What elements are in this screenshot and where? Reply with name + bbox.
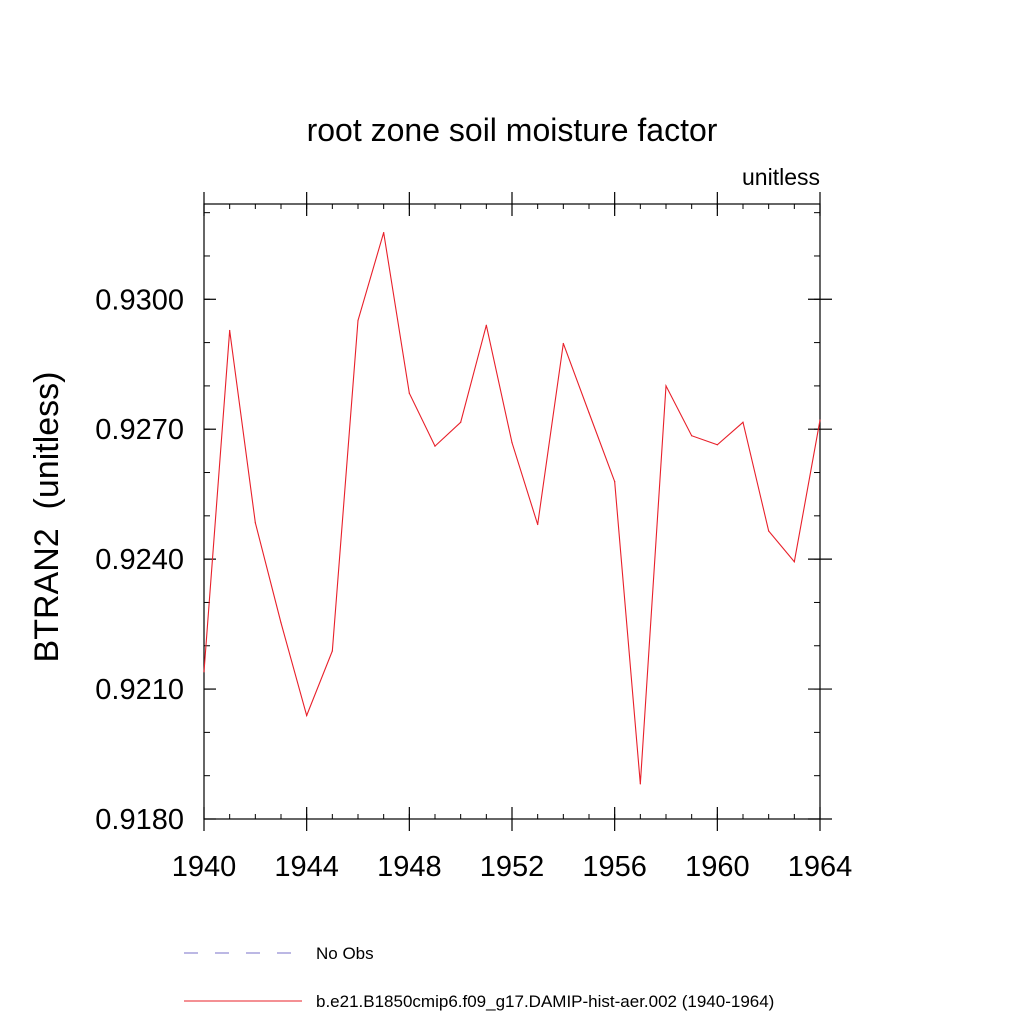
- legend-label-no-obs: No Obs: [316, 944, 374, 963]
- data-point: [229, 329, 231, 332]
- data-point: [793, 561, 795, 563]
- data-point: [588, 412, 590, 414]
- data-point: [614, 481, 616, 483]
- x-tick-label: 1952: [480, 851, 545, 883]
- data-point: [460, 421, 462, 423]
- data-point: [511, 442, 513, 444]
- chart-title: root zone soil moisture factor: [307, 112, 718, 148]
- plot-frame: [203, 203, 821, 820]
- y-axis-label: BTRAN2 (unitless): [28, 372, 66, 663]
- data-point: [716, 444, 718, 446]
- data-point: [408, 392, 410, 394]
- x-tick-label: 1948: [377, 851, 442, 883]
- y-tick-label: 0.9180: [95, 804, 184, 836]
- legend-label-model-run: b.e21.B1850cmip6.f09_g17.DAMIP-hist-aer.…: [316, 992, 774, 1011]
- data-point: [562, 342, 564, 345]
- y-tick-label: 0.9240: [95, 544, 184, 576]
- data-point: [691, 435, 693, 437]
- data-point: [537, 523, 539, 526]
- data-point: [485, 324, 487, 326]
- data-point: [331, 650, 333, 652]
- data-point: [434, 445, 436, 447]
- chart-units-label: unitless: [742, 164, 820, 190]
- y-tick-label: 0.9270: [95, 414, 184, 446]
- x-tick-label: 1956: [582, 851, 647, 883]
- y-tick-label: 0.9210: [95, 674, 184, 706]
- y-tick-label: 0.9300: [95, 284, 184, 316]
- data-point: [639, 783, 641, 785]
- data-point: [254, 522, 256, 524]
- x-tick-label: 1940: [172, 851, 237, 883]
- x-tick-label: 1964: [788, 851, 853, 883]
- data-point: [819, 419, 821, 421]
- data-point: [280, 622, 282, 624]
- data-point: [357, 319, 359, 322]
- data-point: [203, 671, 205, 673]
- x-tick-label: 1944: [274, 851, 339, 883]
- x-tick-label: 1960: [685, 851, 750, 883]
- series-line: [203, 232, 821, 784]
- data-point: [306, 714, 308, 717]
- series-layer: [203, 231, 821, 785]
- data-point: [383, 231, 385, 234]
- data-point: [768, 530, 770, 532]
- legend: No Obs b.e21.B1850cmip6.f09_g17.DAMIP-hi…: [184, 944, 774, 1011]
- x-axis: 1940 1944 1948 1952 1956 1960 1964: [172, 192, 853, 883]
- y-axis: 0.9180 0.9210 0.9240 0.9270 0.9300: [95, 212, 832, 836]
- data-point: [742, 421, 744, 423]
- data-point: [665, 385, 667, 387]
